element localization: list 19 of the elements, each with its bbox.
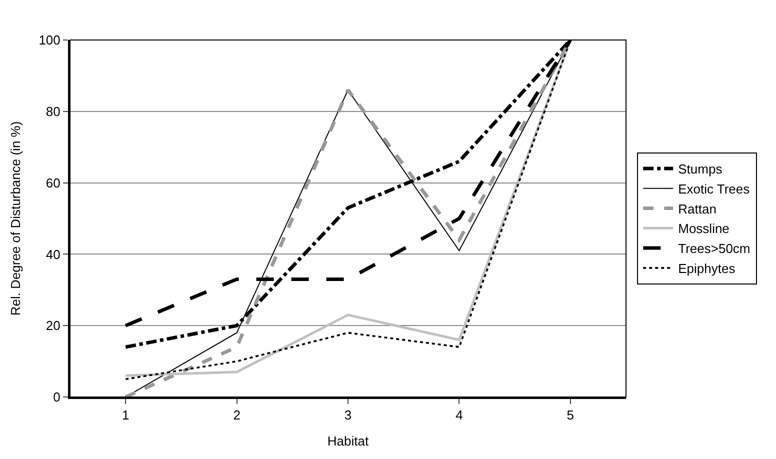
legend-label: Epiphytes (678, 261, 736, 276)
legend-label: Rattan (678, 201, 716, 216)
y-tick-label: 0 (53, 390, 60, 405)
x-axis-title: Habitat (327, 434, 369, 449)
x-tick-label: 5 (566, 408, 574, 423)
x-tick-label: 1 (122, 408, 130, 423)
x-tick-label: 3 (344, 408, 352, 423)
legend-label: Stumps (678, 162, 723, 177)
legend-label: Exotic Trees (678, 181, 750, 196)
y-tick-label: 100 (38, 32, 60, 48)
x-tick-label: 2 (233, 408, 240, 423)
y-tick-label: 80 (46, 104, 60, 119)
y-tick-label: 60 (46, 175, 60, 190)
x-tick-label: 4 (456, 408, 463, 423)
legend-label: Trees>50cm (678, 241, 750, 256)
legend-label: Mossline (678, 221, 730, 236)
y-axis-title: Rel. Degree of Disturbance (in %) (8, 121, 24, 316)
y-tick-label: 40 (46, 246, 60, 262)
y-tick-label: 20 (46, 318, 60, 334)
